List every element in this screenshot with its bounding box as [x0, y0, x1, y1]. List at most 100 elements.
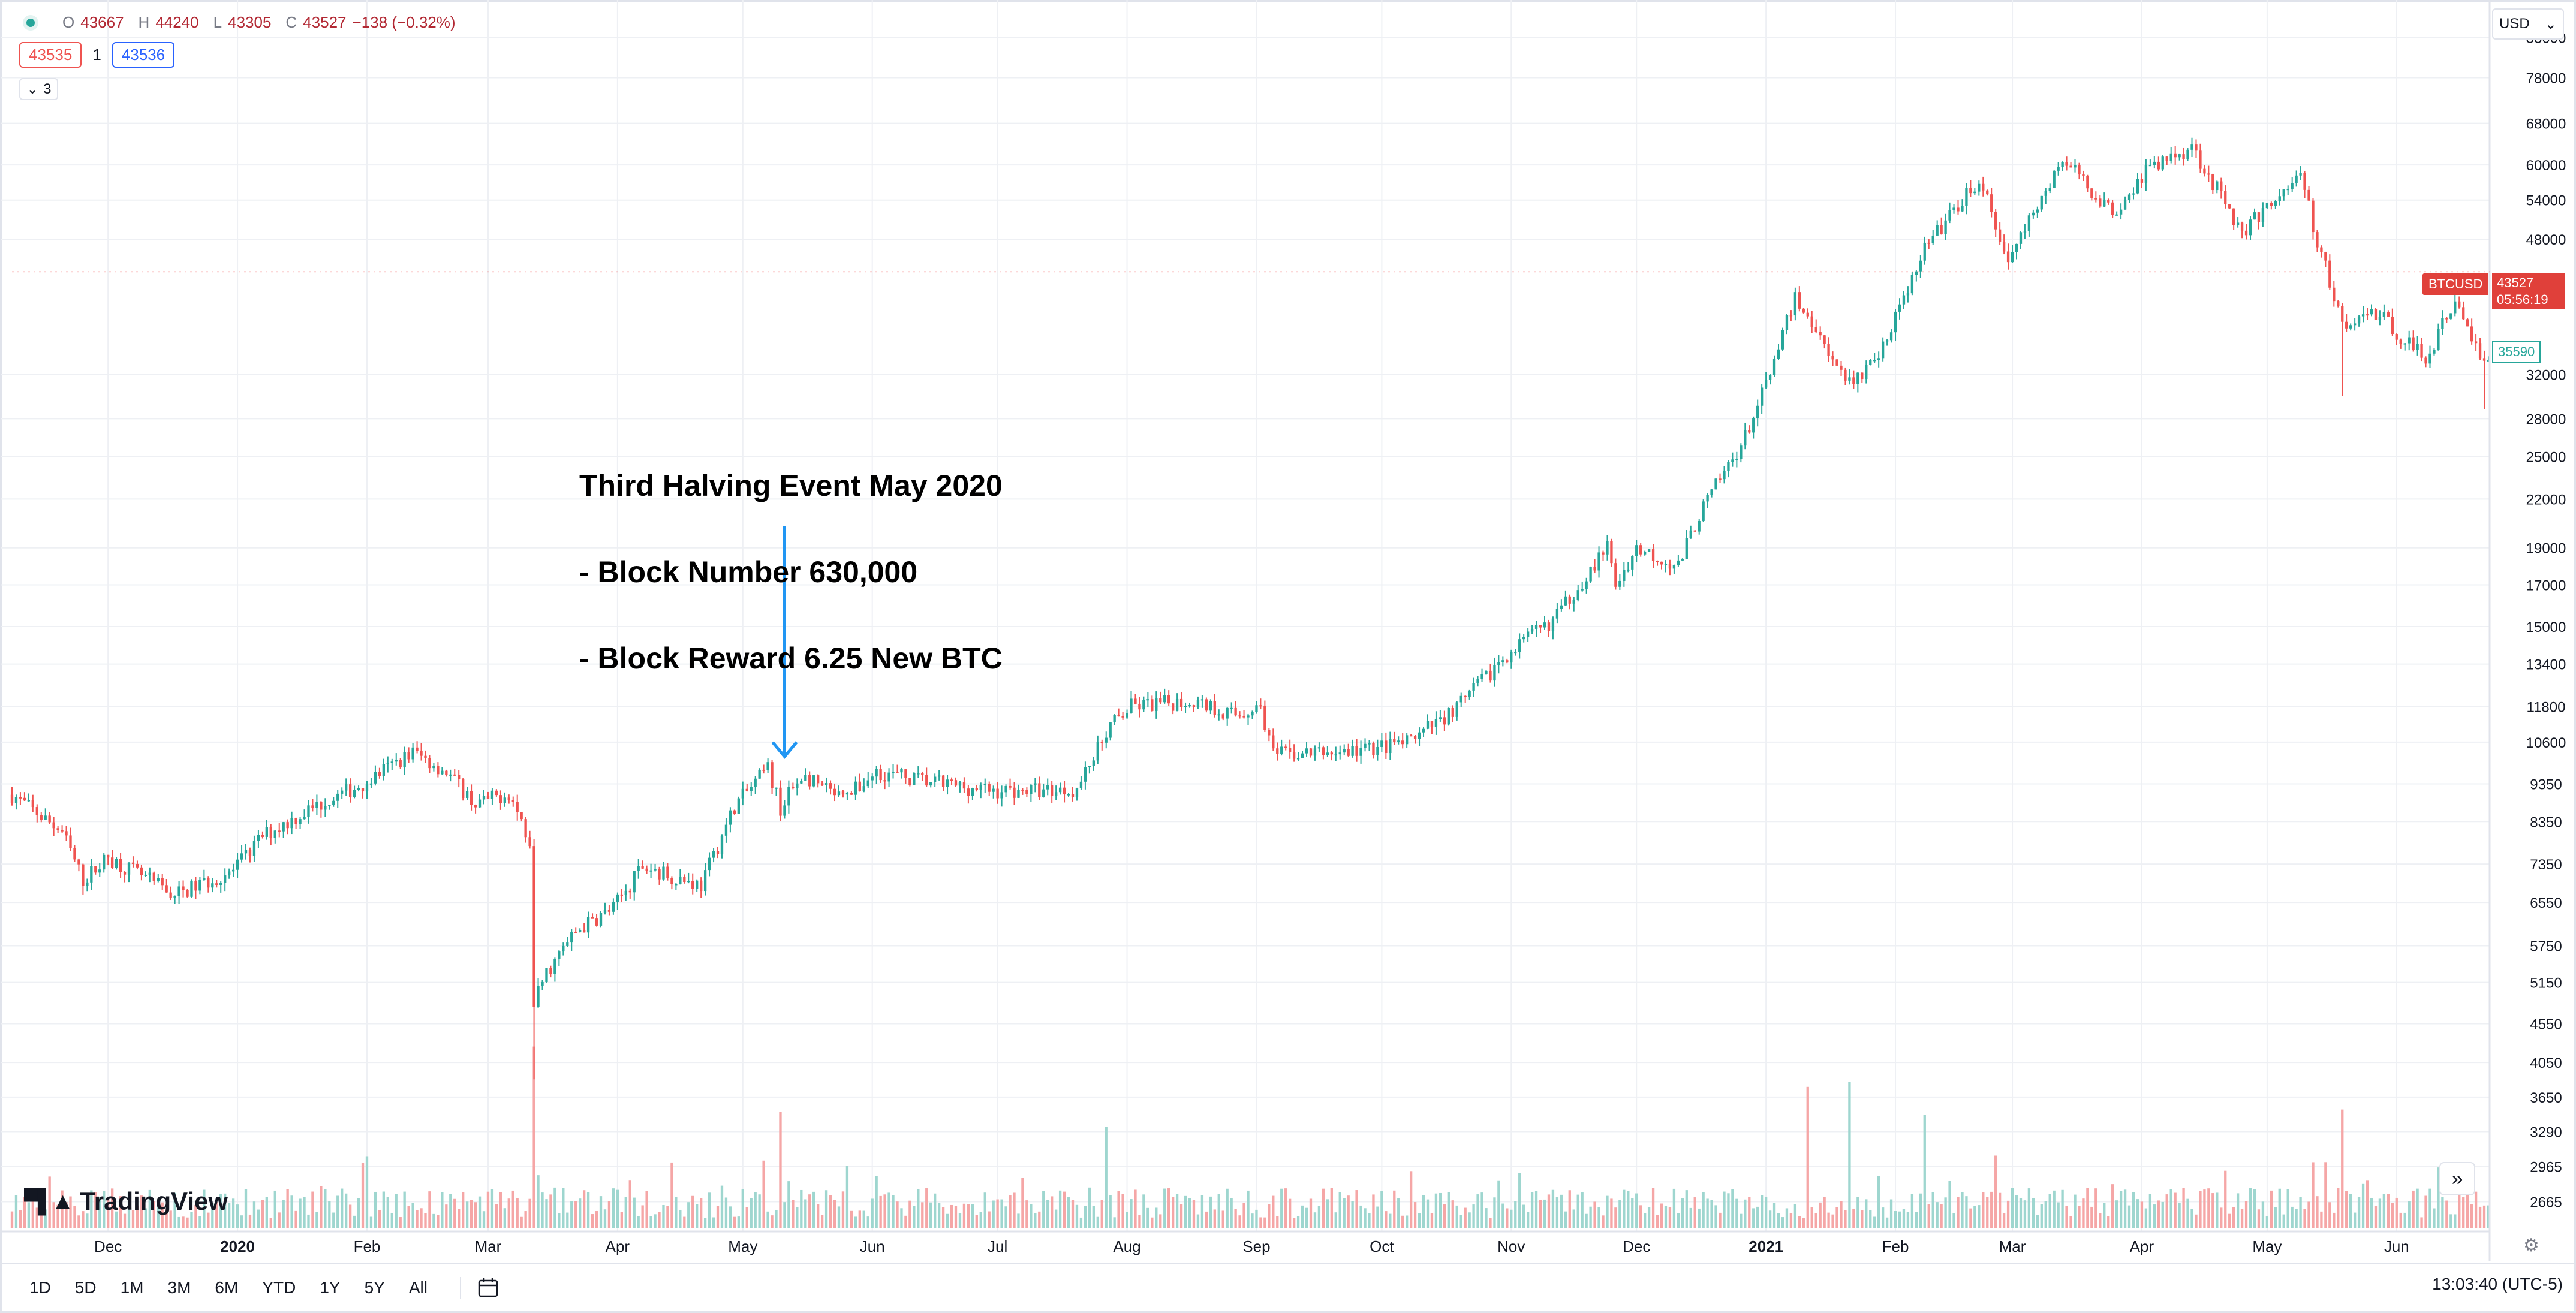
currency-select[interactable]: USD ⌄ — [2492, 8, 2564, 40]
volume-bar — [365, 1156, 369, 1228]
candle — [1426, 714, 1430, 730]
candle — [1602, 550, 1605, 561]
candlesticks[interactable] — [10, 137, 2490, 1080]
bid-ask: 43535 1 43536 — [19, 42, 175, 68]
volume-bar — [1965, 1196, 1968, 1228]
volume-bar — [1205, 1211, 1208, 1228]
x-tick-label: Apr — [2130, 1237, 2154, 1255]
candle — [558, 950, 561, 966]
candle-body — [203, 878, 206, 880]
candle — [1522, 634, 1525, 643]
high-label: H — [138, 13, 150, 31]
volume-bar — [595, 1211, 598, 1228]
candle — [190, 879, 193, 898]
candle — [2249, 216, 2252, 240]
volume-bar — [2391, 1203, 2394, 1228]
candle — [904, 769, 907, 784]
volume-bar — [2123, 1189, 2127, 1228]
range-1m[interactable]: 1M — [120, 1278, 144, 1297]
range-ytd[interactable]: YTD — [262, 1278, 296, 1297]
candle-body — [1455, 702, 1458, 717]
range-1d[interactable]: 1D — [29, 1278, 51, 1297]
tradingview-logo[interactable]: ▀▌▲ TradingView — [24, 1187, 228, 1216]
volume-bar — [1530, 1192, 1534, 1228]
volume-bar — [1247, 1190, 1250, 1228]
candle-body — [273, 830, 276, 838]
candle-body — [2307, 189, 2310, 201]
candle — [1823, 335, 1826, 349]
calendar-icon[interactable] — [459, 1277, 501, 1299]
candle-body — [1276, 748, 1279, 754]
range-all[interactable]: All — [408, 1278, 428, 1297]
candle — [967, 785, 970, 804]
candle — [478, 794, 482, 808]
candle-body — [482, 795, 486, 800]
candle — [1998, 222, 2002, 245]
candle-body — [1372, 743, 1375, 755]
range-1y[interactable]: 1Y — [320, 1278, 341, 1297]
candle — [2270, 201, 2273, 210]
candle — [465, 787, 469, 800]
candle — [1051, 781, 1054, 803]
candle-body — [720, 835, 724, 854]
volume-bar — [2006, 1200, 2010, 1228]
candle — [595, 914, 598, 927]
volume-bar — [992, 1200, 995, 1228]
candle — [173, 895, 176, 904]
candle — [829, 780, 832, 795]
buy-button[interactable]: 43536 — [112, 42, 175, 68]
candle — [311, 799, 314, 812]
volume-bar — [1234, 1209, 1237, 1228]
candle — [1810, 311, 1813, 333]
candle-body — [904, 769, 907, 778]
y-tick-label: 19000 — [2526, 541, 2566, 557]
volume-bar — [1393, 1190, 1396, 1228]
candle-body — [1885, 340, 1889, 342]
candle — [103, 853, 106, 873]
volume-bar — [2090, 1206, 2093, 1228]
volume-bar — [169, 1210, 172, 1228]
indicators-toggle[interactable]: ⌄ 3 — [19, 78, 59, 100]
candle — [1397, 736, 1400, 745]
candle-body — [1067, 794, 1070, 796]
range-3m[interactable]: 3M — [167, 1278, 191, 1297]
candle-body — [1806, 312, 1809, 317]
volume-bar — [591, 1214, 594, 1228]
candle-body — [320, 802, 323, 810]
scroll-to-realtime-button[interactable]: » — [2439, 1162, 2475, 1195]
candle — [1772, 355, 1776, 377]
candle-body — [1555, 609, 1559, 619]
volume-bar — [1088, 1187, 1091, 1228]
volume-bar — [1364, 1208, 1367, 1228]
halving-arrow[interactable] — [771, 526, 798, 759]
candle — [2482, 350, 2486, 409]
candle-body — [2119, 209, 2123, 215]
clock-timezone[interactable]: 13:03:40 (UTC-5) — [2432, 1275, 2563, 1293]
candle-body — [148, 872, 151, 875]
range-5y[interactable]: 5Y — [364, 1278, 385, 1297]
range-5d[interactable]: 5D — [74, 1278, 97, 1297]
range-6m[interactable]: 6M — [215, 1278, 239, 1297]
sell-button[interactable]: 43535 — [19, 42, 82, 68]
volume-bar — [2040, 1204, 2043, 1228]
halving-annotation[interactable]: Third Halving Event May 2020 - Block Num… — [579, 414, 1003, 701]
y-tick-label: 5150 — [2530, 975, 2562, 992]
candle — [750, 782, 753, 796]
candle — [1296, 752, 1300, 761]
candle-body — [2228, 204, 2231, 209]
candle-body — [1793, 292, 1797, 316]
candle-body — [1130, 698, 1133, 713]
volume-bar — [1497, 1180, 1500, 1228]
volume-bar — [1359, 1205, 1362, 1228]
candle-body — [641, 866, 644, 869]
volume-bar — [227, 1203, 231, 1228]
volume-bar — [1200, 1195, 1204, 1228]
candle-body — [341, 790, 344, 794]
candle-body — [1088, 766, 1091, 768]
volume-bar — [332, 1212, 335, 1228]
gear-icon[interactable]: ⚙ — [2523, 1236, 2539, 1255]
volume-bar — [1952, 1213, 1955, 1228]
candle-body — [2169, 153, 2172, 161]
volume-bar — [478, 1196, 482, 1228]
